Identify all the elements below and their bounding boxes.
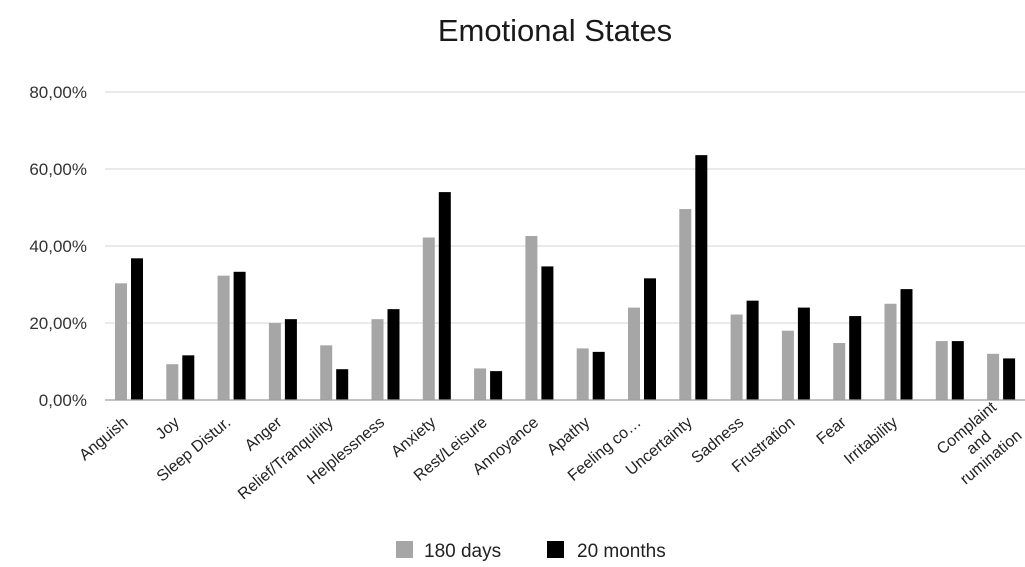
x-tick-label-apathy: Apathy	[544, 414, 593, 459]
bar-180-days-15	[884, 303, 897, 400]
gridlines	[105, 91, 1025, 324]
bar-20-months-0	[131, 258, 143, 400]
bars	[115, 155, 1016, 400]
x-tick-label-anguish: Anguish	[76, 414, 131, 464]
bar-180-days-4	[320, 345, 333, 400]
bar-20-months-14	[849, 316, 862, 400]
x-tick-label-relief-tranquility: Relief/Tranquility	[235, 414, 337, 503]
bar-20-months-11	[695, 155, 708, 400]
bar-180-days-8	[525, 235, 538, 400]
legend-label-180-days: 180 days	[424, 541, 501, 562]
bar-180-days-10	[628, 307, 640, 400]
legend-label-20-months: 20 months	[577, 541, 666, 562]
bar-180-days-12	[730, 314, 743, 400]
bar-180-days-14	[833, 343, 846, 400]
x-tick-label-irritability: Irritability	[841, 414, 901, 468]
bar-180-days-16	[935, 341, 948, 400]
x-tick-label-anger: Anger	[242, 414, 286, 455]
bar-20-months-1	[182, 355, 195, 400]
y-tick-label: 80,00%	[29, 83, 87, 102]
y-tick-label: 20,00%	[29, 314, 87, 333]
bar-180-days-2	[217, 275, 230, 400]
bar-180-days-1	[166, 364, 179, 400]
x-tick-label-complaint-and-rumination: Complaintandrumination	[933, 398, 1025, 488]
x-tick-label-joy: Joy	[153, 414, 183, 443]
bar-20-months-17	[1003, 358, 1016, 400]
bar-180-days-5	[371, 319, 384, 400]
x-tick-label-fear: Fear	[814, 414, 851, 449]
bar-20-months-4	[336, 369, 349, 400]
bar-20-months-6	[438, 192, 451, 400]
bar-180-days-13	[781, 330, 794, 400]
bar-180-days-7	[474, 368, 487, 400]
bar-20-months-9	[592, 351, 605, 400]
y-tick-label: 60,00%	[29, 160, 87, 179]
bar-20-months-3	[284, 319, 297, 400]
bar-180-days-0	[115, 283, 127, 400]
bar-20-months-8	[541, 266, 554, 400]
bar-20-months-12	[746, 300, 759, 400]
y-tick-label: 0,00%	[39, 391, 87, 410]
bar-180-days-11	[679, 209, 692, 400]
bar-20-months-7	[490, 371, 503, 400]
bar-20-months-5	[387, 309, 400, 400]
bar-180-days-6	[422, 237, 435, 400]
y-axis-ticks: 0,00% 20,00% 40,00% 60,00% 80,00%	[29, 83, 87, 410]
bar-180-days-3	[268, 323, 281, 400]
chart-title: Emotional States	[438, 13, 672, 48]
bar-20-months-15	[900, 289, 913, 400]
legend-swatch-180-days	[396, 541, 413, 558]
y-tick-label: 40,00%	[29, 237, 87, 256]
bar-20-months-10	[644, 278, 656, 400]
bar-20-months-2	[233, 271, 246, 400]
bar-180-days-9	[576, 348, 589, 400]
bar-180-days-17	[987, 353, 1000, 400]
legend-swatch-20-months	[547, 541, 564, 558]
bar-20-months-16	[951, 341, 964, 400]
bar-20-months-13	[797, 307, 810, 400]
legend: 180 days 20 months	[396, 541, 666, 562]
